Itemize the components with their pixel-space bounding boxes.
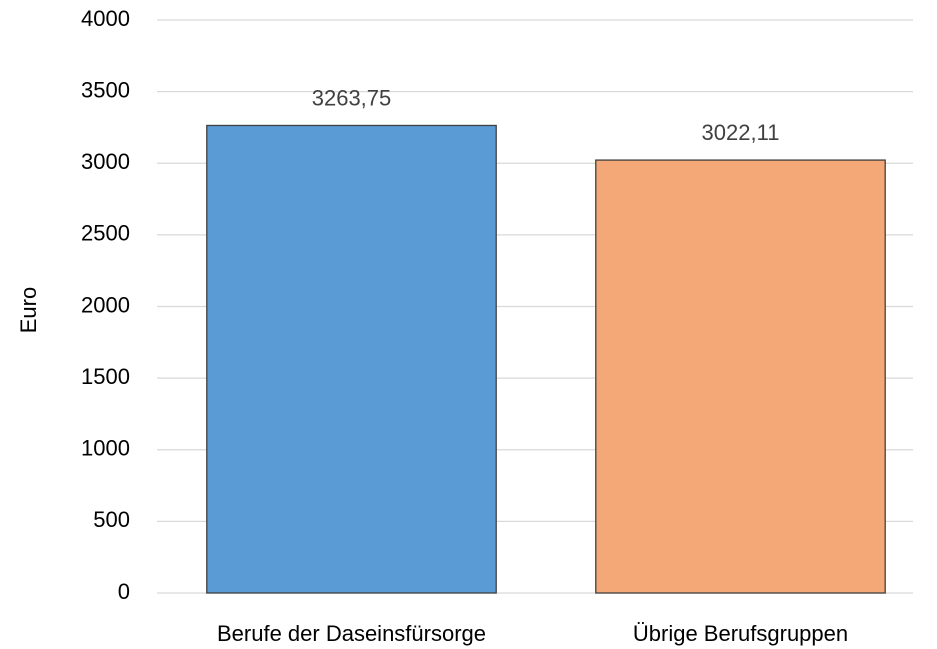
x-tick-label: Berufe der Daseinsfürsorge: [217, 621, 486, 646]
value-label: 3263,75: [312, 85, 392, 110]
y-tick-label: 3000: [81, 149, 130, 174]
value-label: 3022,11: [702, 120, 780, 145]
y-tick-label: 1500: [81, 364, 130, 389]
bar: [206, 124, 497, 594]
y-tick-label: 500: [93, 507, 130, 532]
y-axis-label: Euro: [16, 287, 41, 333]
y-tick-label: 2000: [81, 292, 130, 317]
x-tick-label: Übrige Berufsgruppen: [633, 621, 848, 646]
y-tick-label: 0: [118, 579, 130, 604]
y-tick-label: 1000: [81, 436, 130, 461]
y-tick-label: 3500: [81, 77, 130, 102]
y-tick-label: 2500: [81, 221, 130, 246]
y-tick-label: 4000: [81, 6, 130, 31]
bar: [595, 159, 886, 594]
